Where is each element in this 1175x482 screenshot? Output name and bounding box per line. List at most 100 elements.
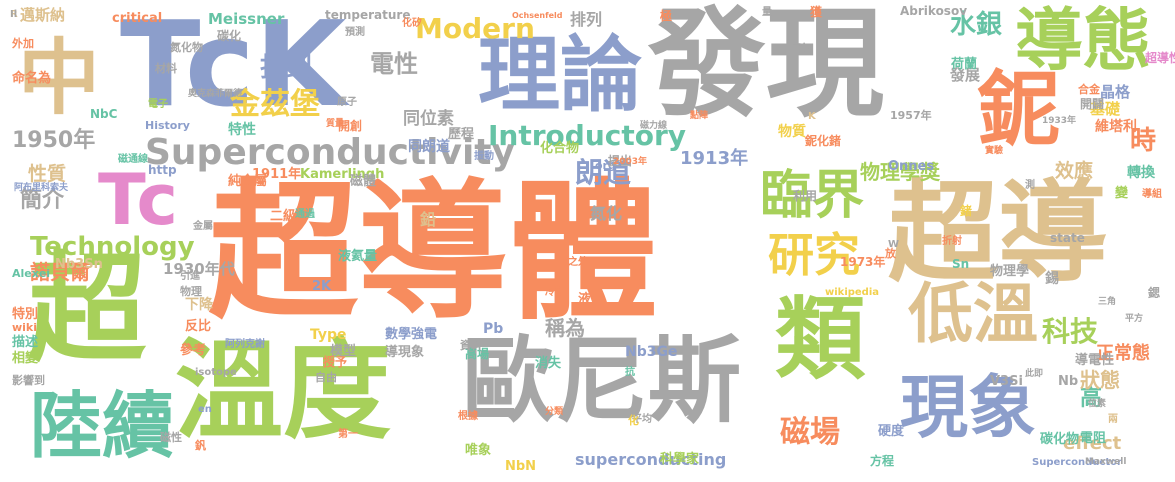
cloud-word: 鈮 [978,63,1061,158]
cloud-word: 超 [28,240,147,378]
cloud-word: 實驗 [985,146,1004,156]
cloud-word: superconducting [575,450,727,469]
cloud-word: NbC [90,107,118,121]
cloud-word: 兩 [1108,414,1118,425]
cloud-word: 導態 [1015,2,1152,81]
cloud-word: TcK [120,0,347,133]
cloud-word: 磁場 [780,415,840,450]
cloud-word: 方程 [870,454,895,468]
cloud-word: 金茲堡 [230,87,320,122]
cloud-word: 之外 [568,257,588,268]
cloud-word: 性質 [28,163,67,185]
cloud-word: 磁性 [160,431,182,444]
cloud-word: NbN [505,459,537,474]
cloud-word: 二級 [270,209,297,224]
cloud-word: 參考 [180,343,207,358]
cloud-word: Superconductivity [145,132,515,173]
cloud-word: 三角 [1098,297,1117,307]
cloud-word: 鉛 [420,210,437,229]
cloud-word: Technology [30,232,195,262]
cloud-word: 鍺 [960,204,973,218]
cloud-word: 化合物 [540,141,580,156]
cloud-word: 高 [1080,386,1103,411]
cloud-word: 狀態 [1080,368,1120,392]
cloud-word: 2003年 [613,157,648,167]
cloud-word: 數學強電 [385,327,438,342]
cloud-word: 電性 [370,50,418,78]
cloud-word: 物質 [778,124,806,140]
cloud-word: Nb3Sn [55,257,103,272]
cloud-word: 分類 [545,407,564,417]
cloud-word: 硬度 [878,424,905,439]
cloud-word: 基礎 [1090,100,1121,118]
cloud-word: Tc [98,159,178,241]
cloud-word: 下降 [185,297,213,313]
cloud-word: History [145,119,190,132]
cloud-word: 開闢 [1080,97,1105,111]
cloud-word: 通過 [295,209,315,220]
cloud-word: 影響到 [12,374,45,387]
cloud-word: 液氦量 [338,249,378,264]
cloud-word: 原子 [337,97,357,108]
cloud-word: 液化 [578,292,605,307]
cloud-word: 氮化 [590,204,623,223]
cloud-word: Ochsenfeld [512,11,563,20]
cloud-word: 中 [18,31,101,126]
cloud-word: Nb [1058,374,1079,389]
cloud-word: 冷卻 [545,287,565,298]
cloud-word: 釩 [195,439,206,452]
cloud-word: 1957年 [890,109,932,122]
cloud-word: wikipedia [825,287,880,298]
cloud-word: 類 [775,287,865,392]
cloud-word: R [10,9,18,20]
cloud-word: Sn [952,257,970,271]
cloud-word: 開創 [338,119,363,133]
cloud-word: 外加 [12,37,34,50]
cloud-word: 物理學 [990,264,1030,279]
cloud-word: 合金 [1078,83,1100,96]
cloud-word: 碳化物 [1040,432,1080,447]
cloud-word: 根據 [458,411,478,422]
cloud-word: 找到 [260,53,313,83]
cloud-word: 水銀 [950,10,1003,40]
cloud-word: 位素 [1088,399,1107,409]
cloud-word: Meissner [208,10,285,28]
cloud-word: 放 [885,247,896,260]
cloud-word: org [595,159,616,172]
cloud-word: 1973年 [840,255,886,269]
cloud-word: critical [112,11,163,26]
cloud-word: 時 [1130,126,1157,156]
cloud-word: 引進 [180,271,200,282]
cloud-word: 奧克森菲爾德 [188,89,243,99]
cloud-word: isotope [195,367,237,378]
cloud-word: 理論 [478,28,643,123]
cloud-word: 朗道 [575,156,632,189]
cloud-word: 利用 [793,189,818,203]
cloud-word: 發現 [648,0,885,133]
cloud-word: 發展 [950,66,981,84]
cloud-word: 2K [312,279,332,294]
cloud-word: 特別 [12,307,39,322]
cloud-word: Superconductor [1032,457,1122,468]
cloud-word: 轉換 [1127,165,1155,181]
cloud-word: 相變 [12,351,39,366]
cloud-word: 錫 [1045,271,1059,287]
cloud-word: 抗 [625,367,635,378]
cloud-word: 折射 [942,236,962,247]
cloud-word: 簡介 [20,188,65,213]
cloud-word: 鈮化鍺 [805,134,842,148]
cloud-word: Kamerlingh [300,167,385,182]
cloud-word: 稱為 [545,316,585,340]
cloud-word: 化矽 [402,18,422,29]
cloud-word: 1950年 [12,128,96,153]
cloud-word: 預測 [345,27,365,38]
cloud-word: 純金屬 [228,174,268,189]
cloud-word: 排列 [570,10,603,29]
cloud-word: 1911年 [252,167,302,182]
cloud-word: 荷蘭 [951,57,978,72]
cloud-word: 1930年代 [163,260,235,278]
cloud-word: 磁力線 [640,121,668,131]
cloud-word: 氦氣 [790,42,812,55]
cloud-word: 點陣 [690,111,709,121]
